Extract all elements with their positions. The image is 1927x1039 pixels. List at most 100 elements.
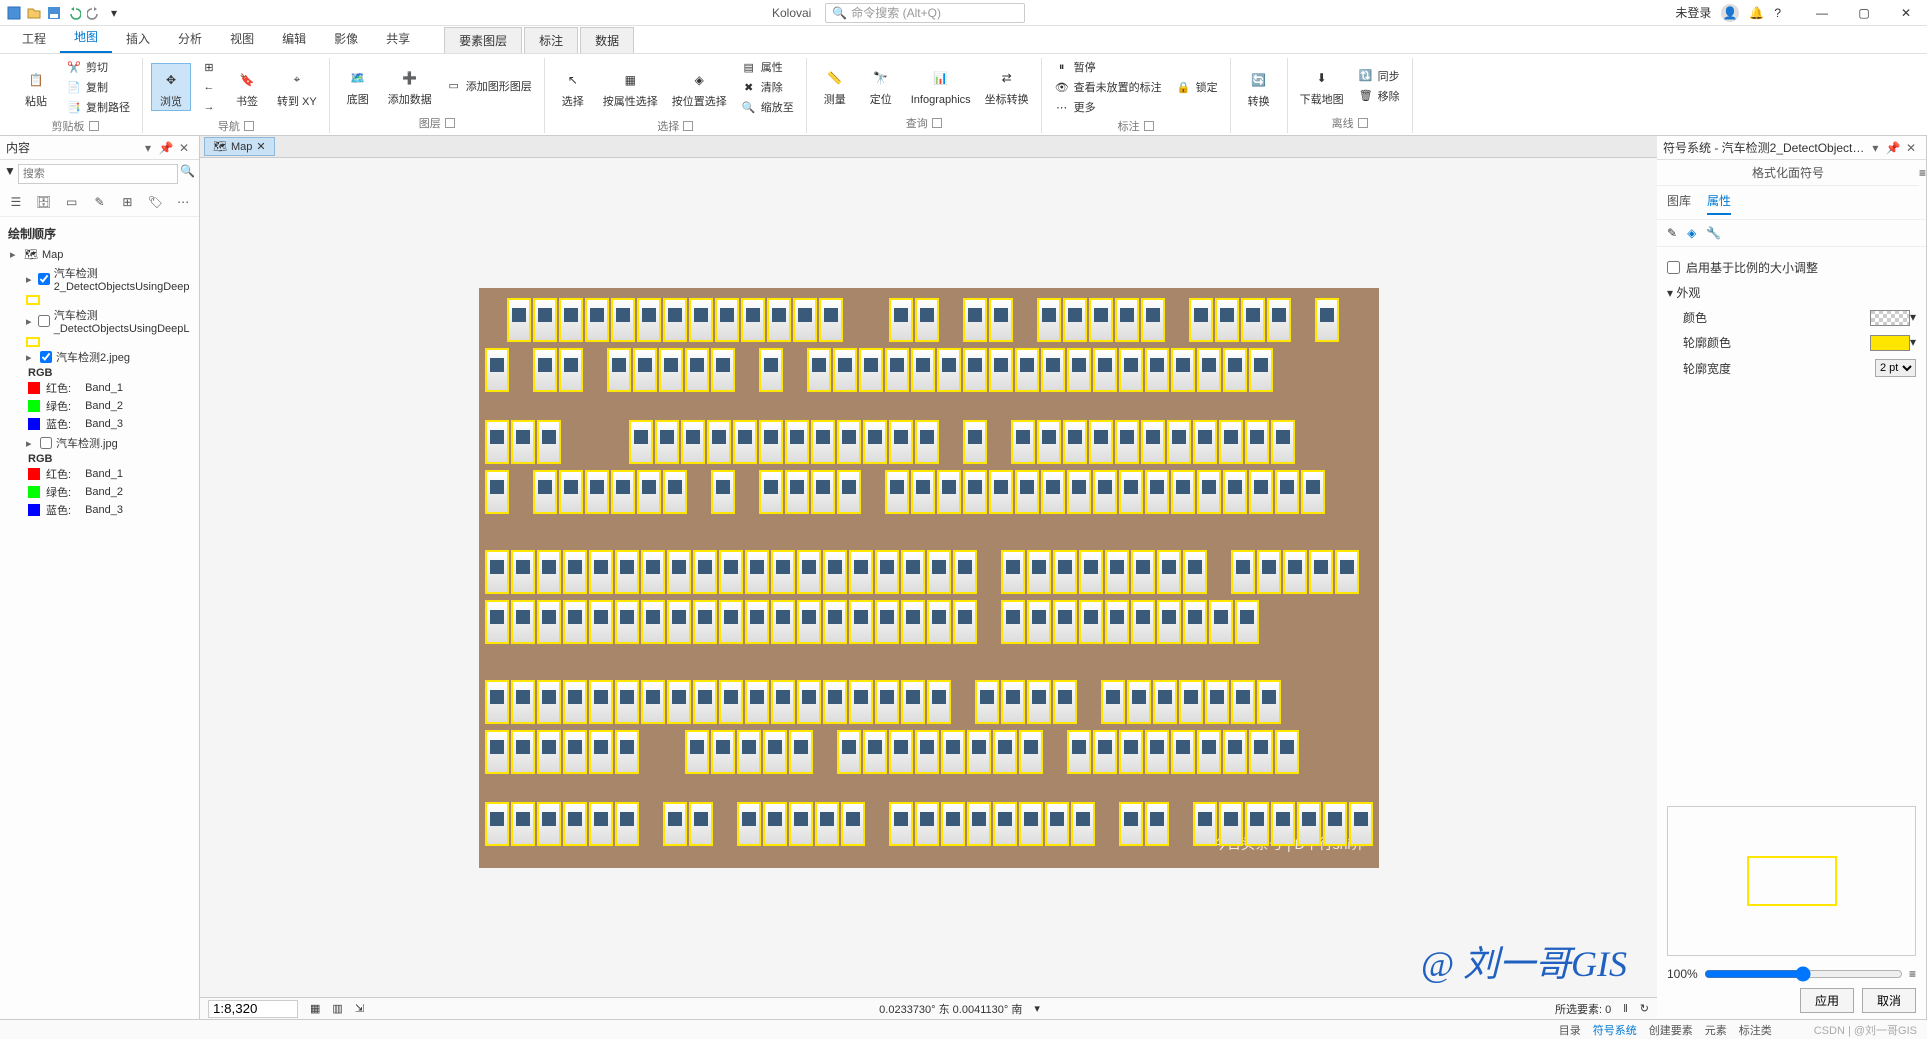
command-search[interactable]: 🔍 命令搜索 (Alt+Q): [825, 3, 1025, 23]
nav-prev-icon[interactable]: ←: [197, 78, 221, 96]
copy-path-button[interactable]: 📑复制路径: [62, 98, 134, 116]
bb-symbology[interactable]: 符号系统: [1593, 1022, 1637, 1038]
tab-map[interactable]: 地图: [60, 22, 112, 53]
preview-menu-icon[interactable]: ≡: [1909, 967, 1916, 981]
nav-full-extent-icon[interactable]: ⊞: [197, 58, 221, 76]
more-label-button[interactable]: ⋯更多: [1050, 98, 1166, 116]
coord-convert-button[interactable]: ⇄坐标转换: [981, 62, 1033, 108]
qat-dropdown-icon[interactable]: ▾: [106, 5, 122, 21]
toc-list-by-drawing-icon[interactable]: ☰: [6, 192, 26, 212]
ctx-tab-data[interactable]: 数据: [580, 27, 634, 53]
tab-properties[interactable]: 属性: [1707, 192, 1731, 215]
nav-next-icon[interactable]: →: [197, 98, 221, 116]
pause-drawing-icon[interactable]: ‖: [1623, 1003, 1628, 1015]
nav-launcher[interactable]: [244, 121, 254, 131]
tab-view[interactable]: 视图: [216, 24, 268, 53]
sym-close-icon[interactable]: ✕: [1902, 139, 1920, 157]
select-by-loc-button[interactable]: ◈按位置选择: [668, 64, 731, 110]
bb-create-features[interactable]: 创建要素: [1649, 1022, 1693, 1038]
add-data-button[interactable]: ➕添加数据: [384, 62, 436, 108]
sym-menu-icon[interactable]: ≡: [1919, 166, 1926, 180]
layer-node[interactable]: ▸汽车检测_DetectObjectsUsingDeepL: [2, 305, 197, 337]
layer-swatch[interactable]: [26, 295, 40, 305]
contents-pin-icon[interactable]: 📌: [157, 139, 175, 157]
filter-icon[interactable]: ▼: [4, 164, 16, 184]
lock-label-button[interactable]: 🔒锁定: [1172, 78, 1222, 96]
sel-launcher[interactable]: [683, 121, 693, 131]
minimize-button[interactable]: —: [1807, 3, 1837, 23]
sym-pin-icon[interactable]: 📌: [1884, 139, 1902, 157]
select-button[interactable]: ↖选择: [553, 64, 593, 110]
bb-element[interactable]: 元素: [1705, 1022, 1727, 1038]
search-go-icon[interactable]: 🔍: [180, 164, 195, 184]
contents-search-input[interactable]: [18, 164, 178, 184]
paste-button[interactable]: 📋粘贴: [16, 64, 56, 110]
basemap-button[interactable]: 🗺️底图: [338, 62, 378, 108]
help-icon[interactable]: ?: [1774, 6, 1781, 20]
undo-icon[interactable]: [66, 5, 82, 21]
layer-node[interactable]: ▸汽车检测.jpg: [2, 433, 197, 453]
layer-node[interactable]: ▸汽车检测2_DetectObjectsUsingDeep: [2, 263, 197, 295]
outline-color-picker[interactable]: [1870, 335, 1910, 351]
apply-button[interactable]: 应用: [1800, 988, 1854, 1013]
scale-based-checkbox[interactable]: 启用基于比例的大小调整: [1667, 255, 1916, 280]
attributes-button[interactable]: ▤属性: [737, 58, 798, 76]
layer-swatch[interactable]: [26, 337, 40, 347]
select-by-attr-button[interactable]: ▦按属性选择: [599, 64, 662, 110]
tab-share[interactable]: 共享: [372, 24, 424, 53]
outline-width-input[interactable]: 2 pt: [1875, 359, 1916, 377]
cancel-button[interactable]: 取消: [1862, 988, 1916, 1013]
color-picker[interactable]: [1870, 310, 1910, 326]
clear-sel-button[interactable]: ✖清除: [737, 78, 798, 96]
sym-tool-layers-icon[interactable]: ◈: [1687, 226, 1696, 240]
tab-project[interactable]: 工程: [8, 24, 60, 53]
infographics-button[interactable]: 📊Infographics: [907, 62, 975, 108]
maximize-button[interactable]: ▢: [1849, 3, 1879, 23]
close-button[interactable]: ✕: [1891, 3, 1921, 23]
contents-close-icon[interactable]: ✕: [175, 139, 193, 157]
measure-button[interactable]: 📏测量: [815, 62, 855, 108]
layer-launcher[interactable]: [445, 118, 455, 128]
zoom-to-button[interactable]: 🔍缩放至: [737, 98, 798, 116]
download-map-button[interactable]: ⬇下载地图: [1296, 62, 1348, 108]
map-tab[interactable]: 🗺 Map ✕: [204, 137, 275, 156]
tab-edit[interactable]: 编辑: [268, 24, 320, 53]
sym-tool-brush-icon[interactable]: ✎: [1667, 226, 1677, 240]
layer-node[interactable]: ▸汽车检测2.jpeg: [2, 347, 197, 367]
layer-visibility-checkbox[interactable]: [40, 351, 52, 363]
bookmark-button[interactable]: 🔖书签: [227, 64, 267, 110]
pause-label-button[interactable]: ⏸暂停: [1050, 58, 1166, 76]
clipboard-launcher[interactable]: [89, 121, 99, 131]
sync-button[interactable]: 🔃同步: [1354, 67, 1404, 85]
explore-button[interactable]: ✥浏览: [151, 63, 191, 111]
goto-xy-button[interactable]: ⌖转到 XY: [273, 64, 321, 110]
layer-visibility-checkbox[interactable]: [38, 315, 50, 327]
tab-insert[interactable]: 插入: [112, 24, 164, 53]
layer-visibility-checkbox[interactable]: [38, 273, 50, 285]
toc-more-icon[interactable]: ⋯: [173, 192, 193, 212]
preview-zoom-slider[interactable]: [1704, 966, 1903, 982]
copy-button[interactable]: 📄复制: [62, 78, 134, 96]
tab-gallery[interactable]: 图库: [1667, 192, 1691, 215]
map-node[interactable]: ▸ 🗺 Map: [2, 246, 197, 263]
bb-catalog[interactable]: 目录: [1559, 1022, 1581, 1038]
toc-list-by-selection-icon[interactable]: ▭: [62, 192, 82, 212]
view-mode-icon-2[interactable]: ▥: [332, 1002, 342, 1015]
bb-label-class[interactable]: 标注类: [1739, 1022, 1772, 1038]
login-status[interactable]: 未登录: [1675, 4, 1711, 21]
toc-list-by-snapping-icon[interactable]: ⊞: [117, 192, 137, 212]
contents-dropdown-icon[interactable]: ▾: [139, 139, 157, 157]
query-launcher[interactable]: [932, 118, 942, 128]
toc-list-by-source-icon[interactable]: 🗄: [34, 192, 54, 212]
ctx-tab-feature-layer[interactable]: 要素图层: [444, 27, 522, 53]
cut-button[interactable]: ✂️剪切: [62, 58, 134, 76]
map-tab-close-icon[interactable]: ✕: [256, 140, 265, 153]
locate-button[interactable]: 🔭定位: [861, 62, 901, 108]
add-graphics-button[interactable]: ▭添加图形图层: [442, 77, 536, 95]
new-project-icon[interactable]: [6, 5, 22, 21]
save-icon[interactable]: [46, 5, 62, 21]
toc-list-by-labeling-icon[interactable]: 🏷: [145, 192, 165, 212]
anno-launcher[interactable]: [1144, 121, 1154, 131]
sym-dropdown-icon[interactable]: ▾: [1867, 139, 1885, 157]
map-canvas[interactable]: 今日头条号 | D平行shi界 @ 刘一哥GIS: [200, 158, 1657, 997]
